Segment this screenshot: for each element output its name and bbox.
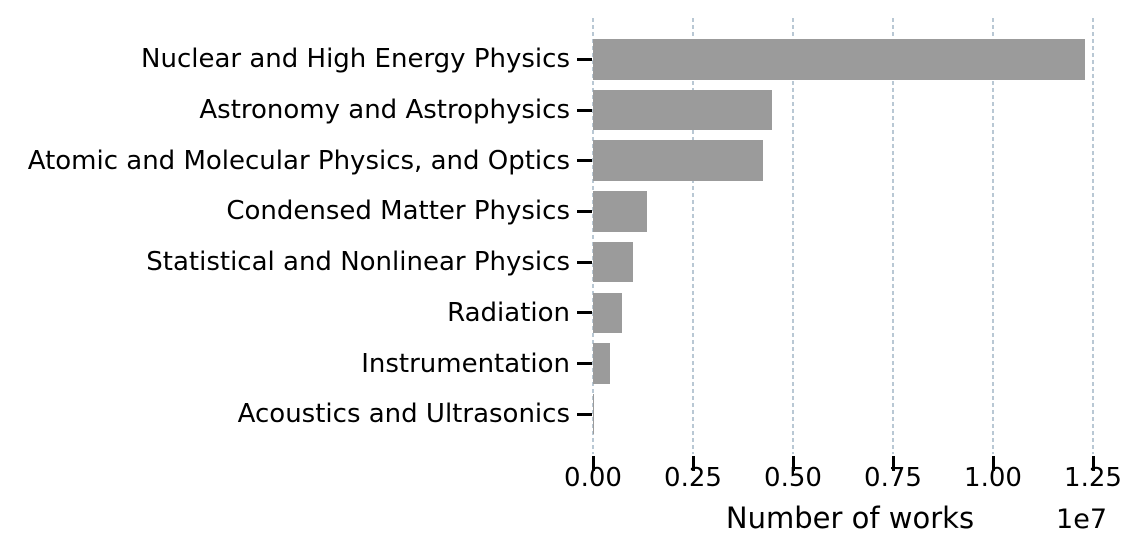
y-tick-mark-6 (577, 311, 592, 315)
category-label-8: Acoustics and Ultrasonics (237, 399, 570, 430)
gridline-x-1.00 (992, 18, 994, 454)
x-tick-mark-0.75 (891, 456, 895, 471)
gridline-x-0.50 (792, 18, 794, 454)
bar-2 (593, 89, 773, 131)
x-tick-mark-1.25 (1091, 456, 1095, 471)
bar-1 (593, 39, 1085, 80)
plot-area (577, 18, 1138, 471)
category-label-7: Instrumentation (361, 348, 570, 379)
category-label-2: Astronomy and Astrophysics (199, 95, 570, 125)
y-tick-mark-2 (577, 108, 592, 112)
axis-scale-offset-label: 1e7 (1056, 504, 1107, 535)
category-label-5: Statistical and Nonlinear Physics (146, 247, 570, 278)
category-label-1: Nuclear and High Energy Physics (141, 44, 570, 75)
y-tick-mark-4 (577, 209, 592, 213)
gridline-x-0.25 (692, 18, 694, 454)
gridline-x-1.25 (1092, 18, 1094, 454)
x-tick-mark-1.00 (991, 456, 995, 471)
x-tick-label-1.25: 1.25 (1064, 463, 1122, 493)
y-tick-mark-5 (577, 260, 592, 264)
bar-8 (593, 393, 595, 435)
category-label-3: Atomic and Molecular Physics, and Optics (27, 145, 570, 176)
category-label-6: Radiation (447, 297, 570, 328)
gridline-x-0.75 (892, 18, 894, 454)
x-tick-mark-0.50 (791, 456, 795, 471)
category-label-4: Condensed Matter Physics (226, 196, 570, 227)
y-tick-mark-8 (577, 412, 592, 416)
bar-6 (593, 292, 623, 334)
bar-5 (593, 241, 634, 283)
bar-4 (593, 191, 648, 232)
gridline-x-0.00 (592, 18, 594, 454)
x-axis-label: Number of works (725, 501, 975, 535)
bar-3 (593, 140, 763, 181)
bar-7 (593, 343, 611, 384)
y-tick-mark-1 (577, 57, 592, 61)
y-tick-mark-7 (577, 362, 592, 365)
x-tick-mark-0.25 (691, 456, 695, 471)
x-tick-mark-0.00 (591, 456, 595, 471)
y-tick-mark-3 (577, 159, 592, 163)
